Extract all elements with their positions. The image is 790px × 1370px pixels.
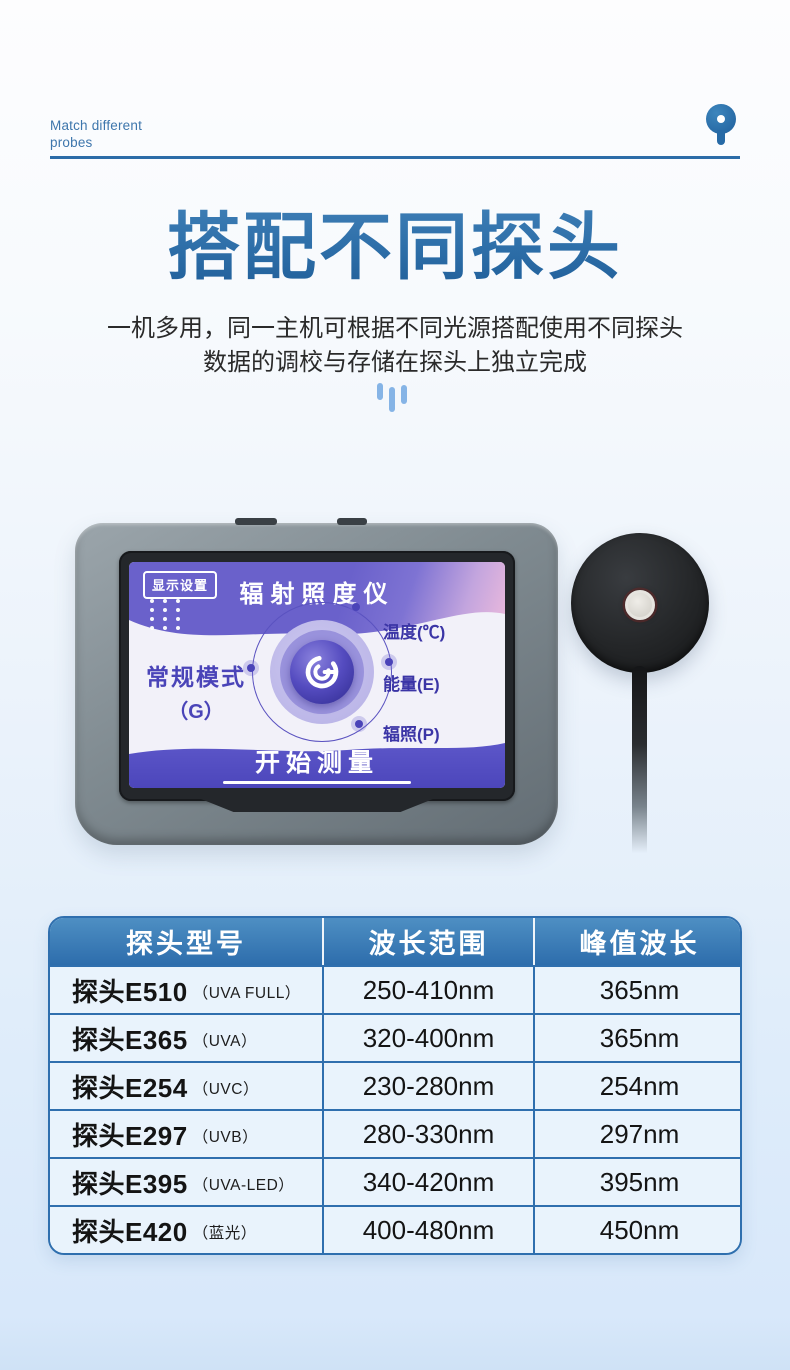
eyebrow-line1: Match different [50,118,143,133]
col-header-peak: 峰值波长 [533,918,740,965]
table-row: 探头E395 （UVA-LED） 340-420nm 395nm [50,1157,740,1205]
peak-wavelength: 450nm [533,1207,740,1253]
metric-energy: 能量(E) [383,675,440,694]
orbit-node-icon [385,658,393,666]
mode-dial-graphic [247,602,393,742]
peak-wavelength: 395nm [533,1159,740,1205]
device-screen: 辐射照度仪 显示设置 [129,562,505,788]
wavelength-range: 280-330nm [322,1111,533,1157]
probe-tag: （UVA FULL） [192,985,301,1002]
peak-wavelength: 365nm [533,967,740,1013]
probe-model: 探头E420 [72,1216,188,1247]
probe-pin-stem [717,130,725,145]
table-body: 探头E510 （UVA FULL） 250-410nm 365nm 探头E365 （… [50,965,740,1253]
eyebrow-line2: probes [50,135,93,150]
table-row: 探头E365 （UVA） 320-400nm 365nm [50,1013,740,1061]
eyebrow-text: Match different probes [50,117,142,151]
probe-tag: （UVA-LED） [192,1177,295,1194]
peak-wavelength: 365nm [533,1015,740,1061]
probe-tag: （蓝光） [192,1225,257,1242]
header-divider [50,156,740,159]
col-header-model: 探头型号 [126,929,246,959]
probe-model: 探头E365 [72,1024,188,1055]
page-title: 搭配不同探头 [0,188,790,294]
probe-model: 探头E297 [72,1120,188,1151]
orbit-node-icon [247,664,255,672]
orbit-sphere [290,640,354,704]
mode-code: （G） [168,701,224,723]
display-settings-button[interactable]: 显示设置 [143,571,218,599]
device-bezel: 辐射照度仪 显示设置 [119,551,515,812]
g-brand-icon [305,655,339,689]
device-top-button [337,518,367,525]
probe-pin-icon [706,104,736,146]
probe-tag: （UVC） [192,1081,259,1098]
description-line1: 一机多用，同一主机可根据不同光源搭配使用不同探头 [107,314,683,342]
table-row: 探头E420 （蓝光） 400-480nm 450nm [50,1205,740,1253]
probe-model: 探头E395 [72,1168,188,1199]
probe-model: 探头E254 [72,1072,188,1103]
metric-temperature: 温度(℃) [383,623,446,642]
probe-sensor-head [571,533,709,673]
description-line2: 数据的调校与存储在探头上独立完成 [203,348,587,376]
col-header-range: 波长范围 [322,918,533,965]
table-row: 探头E297 （UVB） 280-330nm 297nm [50,1109,740,1157]
wavelength-range: 340-420nm [322,1159,533,1205]
metric-irradiance: 辐照(P) [383,725,440,744]
probe-tag: （UVA） [192,1033,257,1050]
probe-model: 探头E510 [72,976,188,1007]
mode-label: 常规模式 （G） [135,658,257,724]
wavelength-range: 250-410nm [322,967,533,1013]
probe-spec-table: 探头型号 波长范围 峰值波长 探头E510 （UVA FULL） 250-410n… [48,916,742,1255]
peak-wavelength: 297nm [533,1111,740,1157]
mode-name: 常规模式 [146,664,246,690]
peak-wavelength: 254nm [533,1063,740,1109]
page-description: 一机多用，同一主机可根据不同光源搭配使用不同探头 数据的调校与存储在探头上独立完… [0,311,790,379]
decorative-bars [377,382,413,416]
table-row: 探头E510 （UVA FULL） 250-410nm 365nm [50,965,740,1013]
table-header-row: 探头型号 波长范围 峰值波长 [50,918,740,965]
wavelength-range: 230-280nm [322,1063,533,1109]
probe-pin-dot [717,115,725,123]
meter-device: 辐射照度仪 显示设置 [75,518,558,845]
probe-cable [632,666,647,861]
device-top-button [235,518,277,525]
start-measure-underline [223,781,411,785]
wavelength-range: 400-480nm [322,1207,533,1253]
dots-grid-icon [150,599,180,630]
table-row: 探头E254 （UVC） 230-280nm 254nm [50,1061,740,1109]
wavelength-range: 320-400nm [322,1015,533,1061]
start-measure-button[interactable]: 开始测量 [129,738,505,788]
orbit-node-icon [352,603,360,611]
probe-tag: （UVB） [192,1129,259,1146]
orbit-node-icon [355,720,363,728]
device-bezel-tab [201,799,433,812]
start-measure-label: 开始测量 [254,748,379,777]
probe-sensor-window [625,590,655,620]
orbit-ring [252,602,392,742]
